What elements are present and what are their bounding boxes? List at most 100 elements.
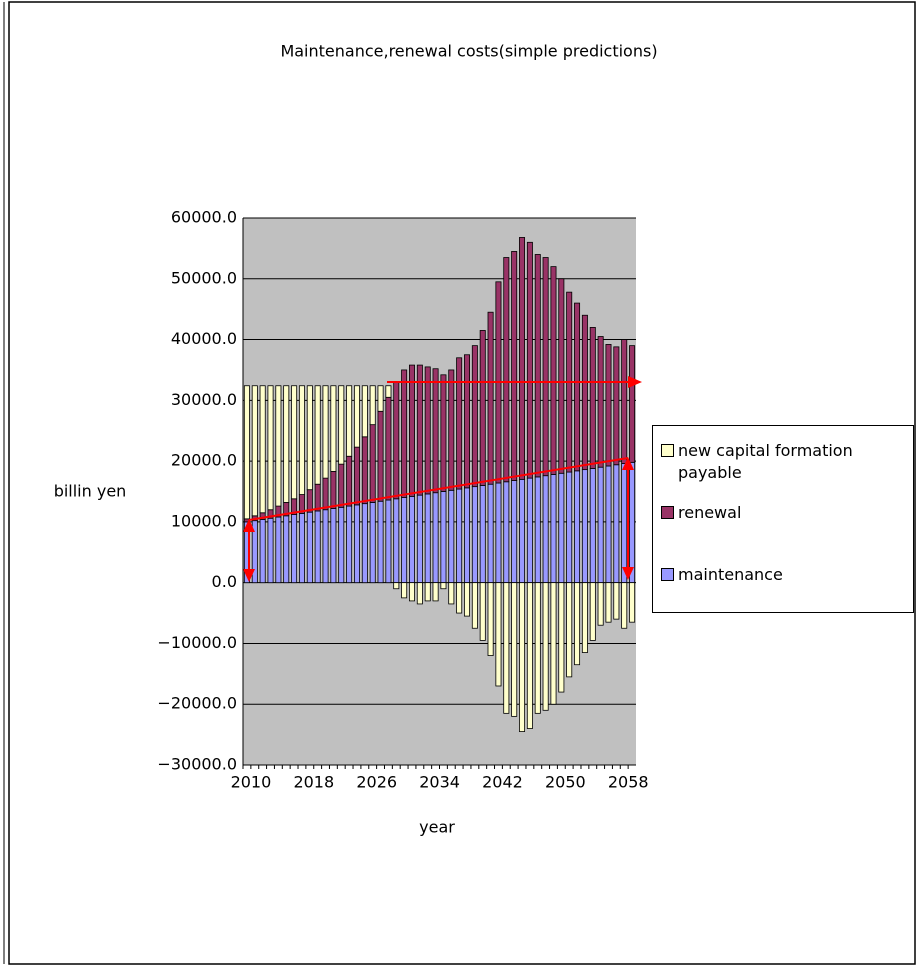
arrow-head — [622, 567, 634, 580]
bar — [558, 278, 565, 474]
chart-title: Maintenance,renewal costs(simple predict… — [280, 42, 657, 61]
bar — [353, 385, 360, 448]
bar — [511, 251, 518, 481]
bar — [424, 582, 431, 602]
y-tick-label: 30000.0 — [171, 390, 237, 409]
bar — [306, 511, 313, 584]
bar — [566, 471, 573, 584]
bar — [401, 369, 408, 498]
bar — [322, 509, 329, 584]
bar — [503, 257, 510, 483]
bar — [526, 241, 533, 479]
bar — [471, 345, 478, 488]
y-tick-label: −30000.0 — [157, 755, 237, 774]
bar — [471, 486, 478, 584]
bar — [330, 471, 337, 509]
arrow-head — [243, 519, 255, 532]
x-tick-label: 2050 — [545, 773, 586, 792]
bar — [346, 505, 353, 584]
bar — [424, 366, 431, 495]
bar — [377, 410, 384, 502]
bar — [487, 311, 494, 485]
bar — [574, 302, 581, 472]
arrow-head — [628, 376, 642, 388]
bar — [369, 502, 376, 584]
x-tick-label: 2018 — [293, 773, 334, 792]
bar — [322, 477, 329, 511]
bar — [338, 463, 345, 508]
legend: new capital formation payable renewal main… — [652, 425, 914, 613]
legend-swatch — [661, 506, 674, 519]
y-tick-label: −20000.0 — [157, 694, 237, 713]
bar — [353, 504, 360, 584]
bar — [511, 480, 518, 584]
bar — [393, 498, 400, 584]
bar — [534, 476, 541, 584]
bar — [408, 582, 415, 602]
bar — [306, 385, 313, 491]
bar — [542, 257, 549, 477]
bar — [456, 357, 463, 490]
bar — [581, 582, 588, 653]
bar — [283, 515, 290, 584]
bar — [464, 487, 471, 584]
bar — [243, 385, 250, 520]
bar — [542, 582, 549, 711]
bar — [574, 582, 581, 666]
bar — [629, 461, 636, 584]
bar — [621, 339, 628, 464]
bar — [377, 500, 384, 584]
bar — [526, 477, 533, 584]
bar — [338, 385, 345, 465]
bar — [346, 455, 353, 507]
bar — [621, 582, 628, 629]
bar — [448, 582, 455, 605]
bar — [314, 385, 321, 485]
trend-line — [248, 457, 629, 521]
bar — [613, 464, 620, 584]
y-tick-label: 10000.0 — [171, 511, 237, 530]
bar — [503, 582, 510, 714]
frame — [8, 1, 916, 965]
bar — [416, 582, 423, 605]
annotations — [243, 376, 642, 582]
bar — [432, 492, 439, 584]
bar — [621, 463, 628, 584]
bar — [613, 346, 620, 466]
bars — [243, 217, 636, 766]
bar — [526, 582, 533, 729]
bar — [448, 369, 455, 491]
bar — [574, 470, 581, 584]
bar — [432, 582, 439, 602]
bar — [479, 582, 486, 641]
bar — [408, 364, 415, 497]
y-tick-label: 50000.0 — [171, 268, 237, 287]
bar — [464, 354, 471, 489]
bar — [385, 385, 392, 398]
x-tick-label: 2034 — [419, 773, 460, 792]
bar — [259, 519, 266, 584]
bar — [629, 582, 636, 623]
legend-item: renewal — [661, 502, 910, 524]
x-tick-label: 2026 — [356, 773, 397, 792]
bar — [511, 582, 518, 717]
bar — [534, 254, 541, 478]
bar — [503, 481, 510, 584]
bar — [471, 582, 478, 629]
legend-item: maintenance — [661, 564, 910, 586]
bar — [393, 582, 400, 590]
bar — [566, 582, 573, 678]
bar — [298, 512, 305, 584]
bar — [408, 495, 415, 584]
arrow-head — [243, 569, 255, 582]
legend-label: renewal — [678, 503, 742, 522]
bar — [613, 582, 620, 620]
bar — [361, 436, 368, 505]
bar — [597, 336, 604, 468]
bar — [440, 374, 447, 492]
bar — [369, 385, 376, 426]
bar — [291, 514, 298, 584]
bar — [597, 466, 604, 584]
bar — [416, 364, 423, 496]
bar — [275, 385, 282, 507]
